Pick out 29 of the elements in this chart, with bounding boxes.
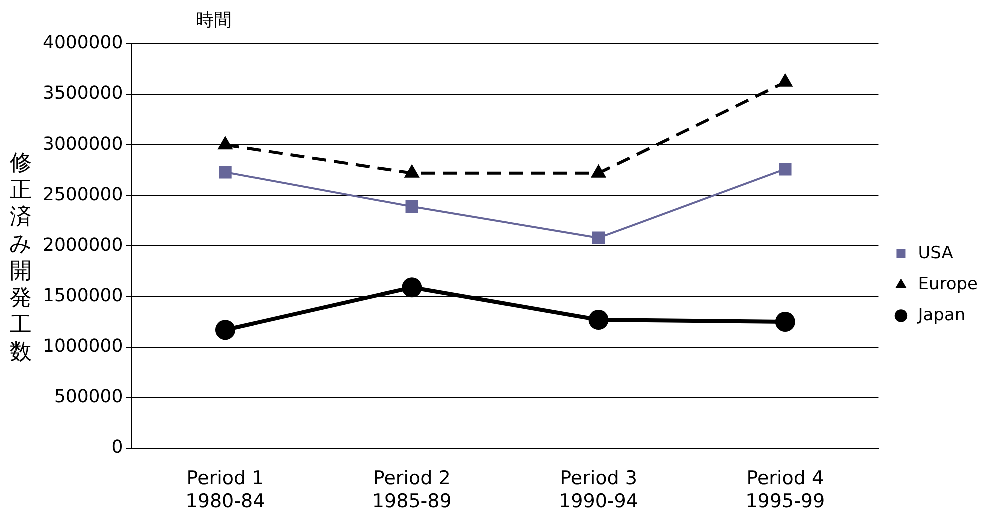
point xyxy=(778,73,794,87)
y-tick-label: 1500000 xyxy=(42,285,124,306)
y-tick-label: 0 xyxy=(112,437,124,458)
point xyxy=(592,232,606,244)
x-tick-label: Period 2 1985-89 xyxy=(372,468,452,513)
x-tick-label: Period 3 1990-94 xyxy=(559,468,638,513)
point xyxy=(590,164,607,178)
legend-label: Japan xyxy=(917,305,966,326)
y-axis-title: 修正済み開発工数 xyxy=(8,150,34,366)
y-tick-label: 3000000 xyxy=(42,134,124,155)
point xyxy=(406,200,418,214)
point xyxy=(218,136,234,150)
point xyxy=(588,310,609,330)
point xyxy=(404,164,420,178)
y-tick-label: 3500000 xyxy=(42,83,124,104)
point xyxy=(215,320,236,340)
y-tick-label: 2000000 xyxy=(42,234,124,256)
point xyxy=(402,278,422,298)
y-tick-label: 2500000 xyxy=(42,184,124,206)
legend-label: USA xyxy=(918,243,954,264)
y-tick-label: 500000 xyxy=(54,386,124,408)
point xyxy=(775,312,796,332)
legend-label: Europe xyxy=(918,274,978,294)
x-tick-label: Period 4 1995-99 xyxy=(746,468,826,513)
point xyxy=(219,166,232,179)
x-tick-label: Period 1 1980-84 xyxy=(186,468,266,513)
y-tick-label: 4000000 xyxy=(42,32,124,54)
y-tick-label: 1000000 xyxy=(42,336,124,357)
text: 時間 xyxy=(196,9,232,32)
